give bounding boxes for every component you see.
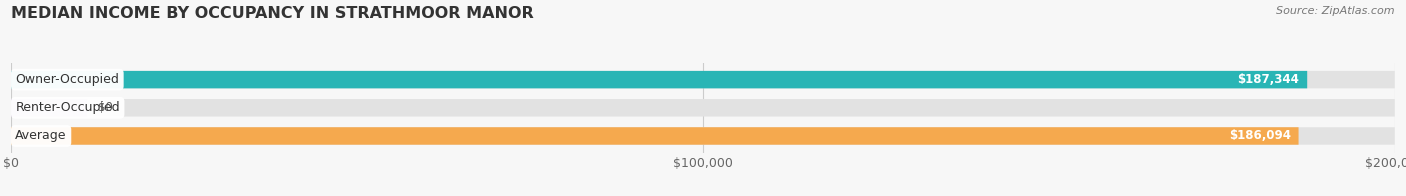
Text: $0: $0 xyxy=(98,101,114,114)
Text: Renter-Occupied: Renter-Occupied xyxy=(15,101,120,114)
Text: Owner-Occupied: Owner-Occupied xyxy=(15,73,120,86)
Text: Source: ZipAtlas.com: Source: ZipAtlas.com xyxy=(1277,6,1395,16)
FancyBboxPatch shape xyxy=(11,127,1299,145)
Text: $186,094: $186,094 xyxy=(1229,130,1291,142)
FancyBboxPatch shape xyxy=(11,99,1395,117)
FancyBboxPatch shape xyxy=(11,127,1395,145)
Text: $187,344: $187,344 xyxy=(1237,73,1299,86)
FancyBboxPatch shape xyxy=(11,99,87,117)
Text: Average: Average xyxy=(15,130,67,142)
Text: MEDIAN INCOME BY OCCUPANCY IN STRATHMOOR MANOR: MEDIAN INCOME BY OCCUPANCY IN STRATHMOOR… xyxy=(11,6,534,21)
FancyBboxPatch shape xyxy=(11,71,1395,88)
FancyBboxPatch shape xyxy=(11,71,1308,88)
